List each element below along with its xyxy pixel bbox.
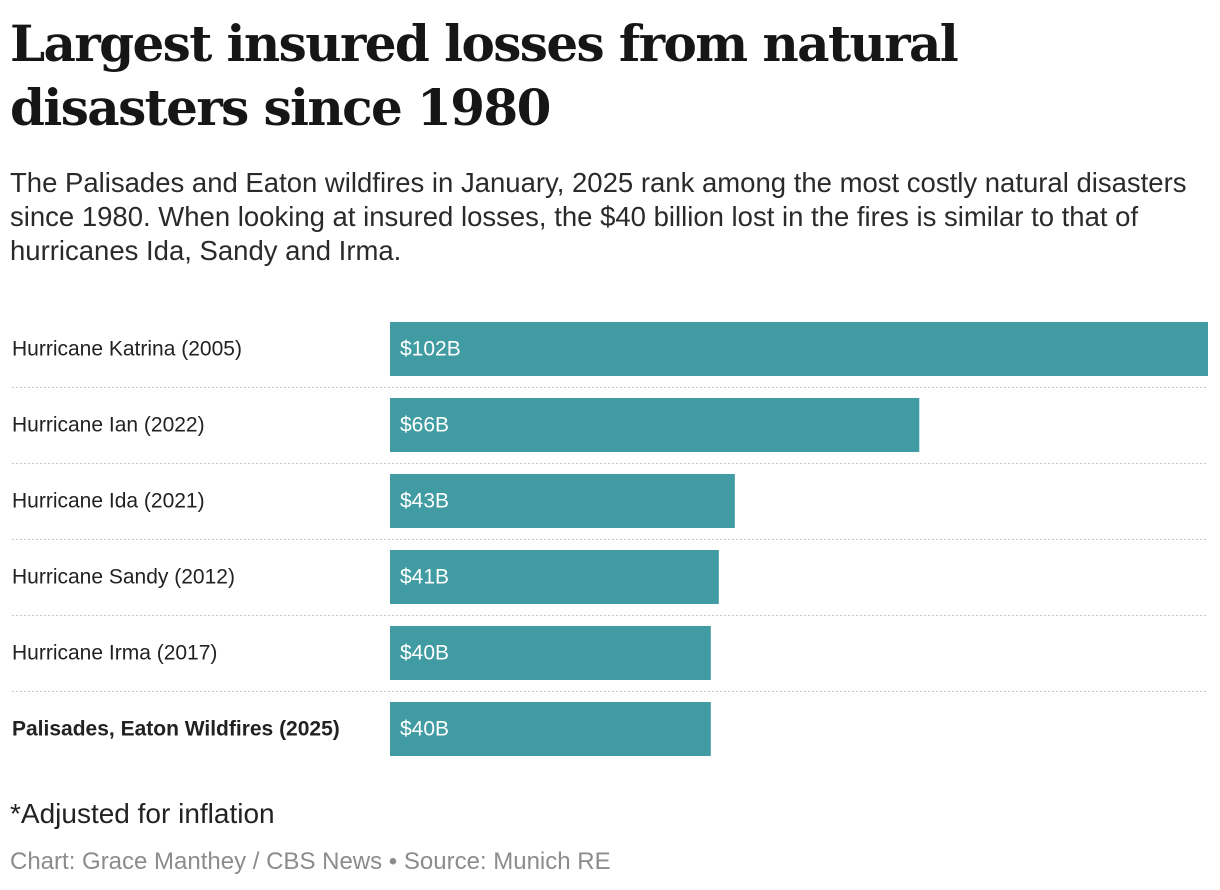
category-label: Palisades, Eaton Wildfires (2025) bbox=[12, 718, 340, 741]
chart-credit: Chart: Grace Manthey / CBS News • Source… bbox=[10, 848, 611, 875]
bar bbox=[390, 474, 735, 528]
value-label: $43B bbox=[400, 490, 449, 513]
category-label: Hurricane Katrina (2005) bbox=[12, 338, 242, 361]
bar bbox=[390, 322, 1208, 376]
category-label: Hurricane Irma (2017) bbox=[12, 642, 217, 665]
inflation-note: *Adjusted for inflation bbox=[10, 798, 275, 829]
bar bbox=[390, 550, 719, 604]
chart-title: Largest insured losses from natural disa… bbox=[10, 14, 959, 137]
bar-row: Palisades, Eaton Wildfires (2025) $40B bbox=[12, 702, 711, 756]
value-label: $41B bbox=[400, 566, 449, 589]
value-label: $66B bbox=[400, 414, 449, 437]
bar-row: Hurricane Sandy (2012) $41B bbox=[12, 550, 1208, 616]
bar-row: Hurricane Katrina (2005) $102B bbox=[12, 322, 1208, 388]
category-label: Hurricane Sandy (2012) bbox=[12, 566, 235, 589]
bar-row: Hurricane Ida (2021) $43B bbox=[12, 474, 1208, 540]
bar-chart: Hurricane Katrina (2005) $102B Hurricane I… bbox=[12, 322, 1208, 756]
bar bbox=[390, 626, 711, 680]
bar-row: Hurricane Irma (2017) $40B bbox=[12, 626, 1208, 692]
value-label: $102B bbox=[400, 338, 461, 361]
bar bbox=[390, 398, 920, 452]
bar-row: Hurricane Ian (2022) $66B bbox=[12, 398, 1208, 464]
bar bbox=[390, 702, 711, 756]
category-label: Hurricane Ida (2021) bbox=[12, 490, 205, 513]
value-label: $40B bbox=[400, 718, 449, 741]
category-label: Hurricane Ian (2022) bbox=[12, 414, 205, 437]
value-label: $40B bbox=[400, 642, 449, 665]
chart-subtitle: The Palisades and Eaton wildfires in Jan… bbox=[10, 167, 1187, 266]
